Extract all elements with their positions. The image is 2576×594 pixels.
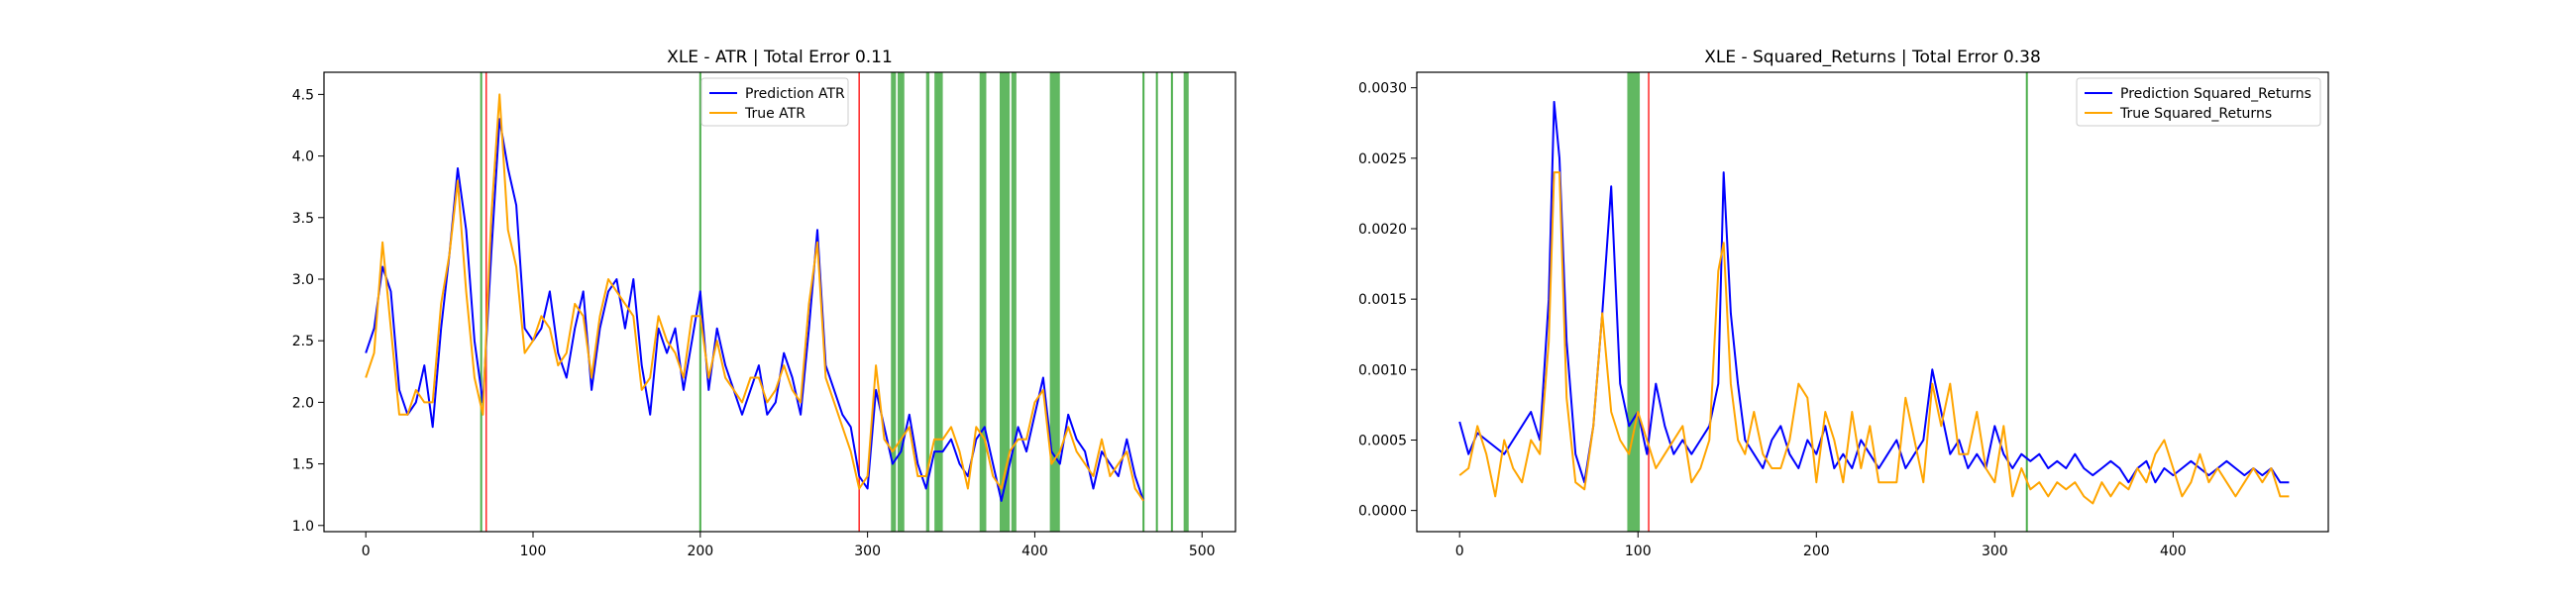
chart-0-y-tick-label-6: 4.0 [292,149,314,165]
chart-1-y-tick-label-6: 0.0030 [1358,81,1407,97]
chart-0-y-tick-label-7: 4.5 [292,87,314,103]
chart-0-x-tick-label-5: 500 [1189,544,1216,559]
chart-1-legend-box [2076,77,2321,127]
chart-0-y-tick-label-4: 3.0 [292,272,314,288]
chart-0-y-tick-label-5: 3.5 [292,211,314,227]
chart-1-series-prediction-line [1458,100,2290,484]
chart-0-highlight-span-5 [999,72,1011,532]
chart-0-highlight-span-8 [1183,72,1189,532]
chart-0-y-tick-label-0: 1.0 [292,519,314,535]
chart-1-x-tick-label-2: 200 [1803,544,1830,559]
chart-1-x-tick-label-3: 300 [1982,544,2008,559]
chart-0-x-tick-label-3: 300 [854,544,881,559]
chart-0-title: XLE - ATR | Total Error 0.11 [667,48,893,67]
chart-1-title: XLE - Squared_Returns | Total Error 0.38 [1704,48,2041,67]
chart-1-series-true-line [1458,171,2290,505]
chart-0-highlight-span-1 [898,72,905,532]
chart-0-highlight-span-4 [979,72,987,532]
chart-0-x-tick-label-0: 0 [362,544,371,559]
chart-1-axes-frame [1416,71,2329,533]
chart-0-legend-label-0: Prediction ATR [745,86,845,102]
chart-0-highlight-span-3 [934,72,943,532]
chart-atr: XLE - ATR | Total Error 0.11 0 100 200 300 40… [292,48,1236,559]
chart-0-highlight-span-0 [891,72,897,532]
chart-1-legend: Prediction Squared_Returns True Squared_R… [2076,77,2321,127]
chart-0-highlight-span-7 [1049,72,1060,532]
chart-0-legend: Prediction ATR True ATR [700,77,849,127]
chart-1-x-tick-label-0: 0 [1455,544,1464,559]
chart-0-axes-frame [323,71,1236,533]
chart-1-x-tick-label-1: 100 [1625,544,1652,559]
chart-0-highlight-span-6 [1011,72,1017,532]
chart-1-y-tick-label-2: 0.0010 [1358,362,1407,378]
chart-0-x-tick-label-1: 100 [520,544,547,559]
chart-1-y-tick-label-1: 0.0005 [1358,433,1407,448]
chart-0-x-tick-label-4: 400 [1021,544,1048,559]
chart-0-series-prediction-line [365,118,1145,502]
chart-0-highlight-span-2 [925,72,930,532]
chart-1-legend-label-1: True Squared_Returns [2119,106,2272,122]
chart-1-x-tick-label-4: 400 [2160,544,2187,559]
chart-0-y-tick-label-2: 2.0 [292,395,314,411]
chart-0-legend-box [700,77,849,127]
chart-1-y-tick-label-5: 0.0025 [1358,151,1407,167]
chart-squared-returns: XLE - Squared_Returns | Total Error 0.38… [1358,48,2329,559]
chart-1-y-tick-label-0: 0.0000 [1358,504,1407,520]
chart-0-x-tick-label-2: 200 [687,544,713,559]
chart-0-y-tick-label-1: 1.5 [292,457,314,473]
chart-0-legend-label-1: True ATR [744,106,805,122]
chart-1-legend-label-0: Prediction Squared_Returns [2120,86,2311,102]
chart-1-y-tick-label-4: 0.0020 [1358,222,1407,238]
chart-1-y-tick-label-3: 0.0015 [1358,292,1407,308]
chart-1-plot-area [1458,72,2290,532]
chart-0-series-true-line [365,93,1145,502]
chart-0-plot-area [365,72,1189,532]
chart-1-highlight-span-0 [1627,72,1641,532]
chart-0-y-tick-label-3: 2.5 [292,334,314,349]
